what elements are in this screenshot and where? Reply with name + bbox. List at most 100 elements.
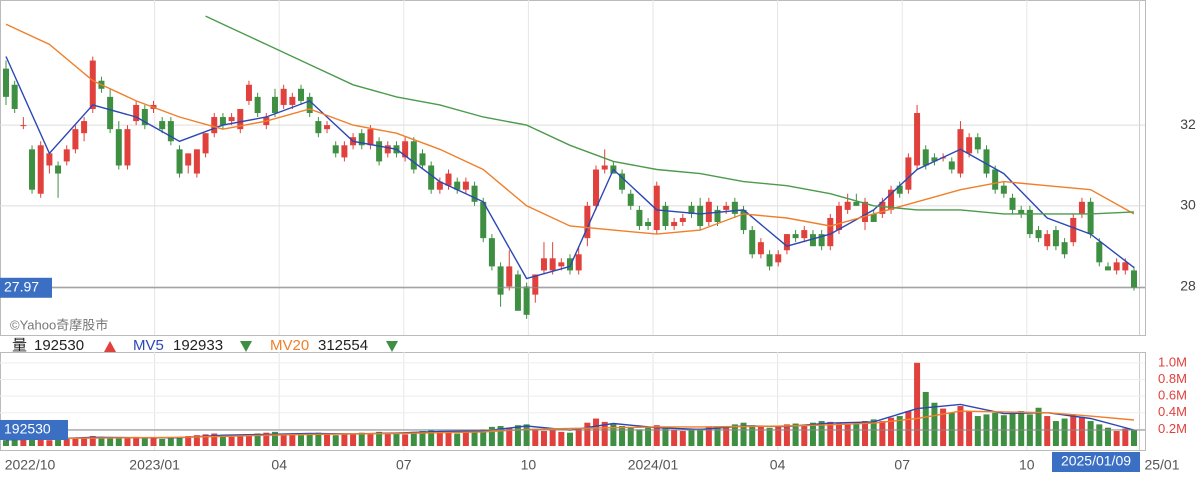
volume-bar [540, 431, 547, 446]
candle-body [341, 145, 348, 158]
volume-bar [436, 431, 443, 446]
volume-bar [740, 422, 747, 446]
volume-bar [575, 428, 582, 446]
volume-bar [202, 434, 209, 446]
volume-bar [176, 436, 183, 446]
watermark: ©Yahoo奇摩股市 [10, 317, 108, 332]
candle-body [1044, 234, 1051, 247]
candle-body [1122, 262, 1129, 271]
volume-bar [376, 431, 383, 446]
candle-body [705, 201, 712, 222]
candle-body [523, 286, 530, 315]
volume-bar [593, 418, 600, 446]
volume-bar [549, 430, 556, 446]
volume-bar [358, 432, 365, 446]
x-tick-label: 10 [1019, 457, 1035, 473]
candle-body [948, 161, 955, 170]
volume-bar [1044, 416, 1051, 446]
candle-body [1035, 230, 1042, 239]
volume-bar [107, 437, 114, 446]
candle-body [289, 96, 296, 105]
volume-bar [862, 421, 869, 446]
candle-body [115, 129, 122, 166]
candle-body [376, 141, 383, 162]
candle-body [332, 145, 339, 154]
candle-body [931, 157, 938, 162]
candle-body [740, 209, 747, 231]
candle-body [436, 181, 443, 190]
volume-bar [280, 433, 287, 446]
candle-body [627, 193, 634, 206]
candle-body [714, 209, 721, 222]
candle-body [619, 173, 626, 190]
candle-body [905, 157, 912, 190]
candle-body [870, 213, 877, 222]
candle-body [1061, 242, 1068, 255]
volume-bar [775, 426, 782, 446]
candle-body [81, 121, 88, 134]
candle-body [835, 205, 842, 231]
moving-average [5, 23, 1135, 235]
volume-bar [809, 422, 816, 446]
candle-body [1104, 266, 1111, 271]
candle-body [488, 238, 495, 267]
volume-bar [263, 432, 270, 446]
volume-bar [697, 428, 704, 446]
x-tick-label: 2022/10 [5, 457, 56, 473]
candle-body [783, 234, 790, 251]
mv20-value: 312554 [318, 337, 368, 354]
volume-bar [11, 439, 18, 446]
volume-bar [271, 431, 278, 446]
volume-bar [757, 426, 764, 446]
volume-bar [63, 438, 70, 446]
candle-body [367, 129, 374, 146]
candle-body [983, 149, 990, 174]
candle-body [1096, 242, 1103, 263]
volume-bar [662, 428, 669, 446]
volume-bar [402, 434, 409, 446]
info-row: 量 192530 MV5 192933 MV20 312554 [12, 337, 398, 354]
candle-body [167, 121, 174, 142]
candle-body [862, 201, 869, 222]
volume-bar [480, 429, 487, 446]
candle-body [193, 149, 200, 174]
volume-bar [749, 425, 756, 446]
candle-body [324, 125, 331, 130]
volume-bar [645, 426, 652, 446]
candle-body [228, 117, 235, 122]
price-panel [0, 0, 1146, 336]
volume-bar [922, 391, 929, 446]
volume-bar [931, 402, 938, 446]
volume-bar [46, 440, 53, 446]
candle-body [540, 258, 547, 271]
volume-bar [974, 416, 981, 446]
x-tick-label: 07 [396, 457, 412, 473]
volume-bar [228, 436, 235, 446]
candle-body [775, 254, 782, 263]
candle-body [1026, 209, 1033, 235]
candle-body [124, 129, 131, 166]
volume-bar [393, 433, 400, 446]
candle-body [688, 205, 695, 214]
volume-value: 192530 [34, 337, 84, 354]
x-tick-label: 25/01 [1144, 457, 1179, 473]
volume-bar [688, 429, 695, 446]
candle-body [801, 230, 808, 239]
volume-bar [89, 436, 96, 446]
volume-bar [159, 438, 166, 446]
volume-bar [1000, 415, 1007, 446]
volume-bar [679, 431, 686, 446]
candle-body [3, 68, 9, 97]
candle-body [462, 181, 469, 190]
y-tick-label: 0.8M [1158, 371, 1187, 386]
volume-bar [853, 422, 860, 446]
candle-body [601, 165, 608, 170]
volume-bar [133, 436, 140, 446]
candle-body [593, 169, 600, 206]
candle-body [454, 181, 461, 190]
volume-bar [98, 436, 105, 446]
volume-bar [514, 425, 521, 446]
